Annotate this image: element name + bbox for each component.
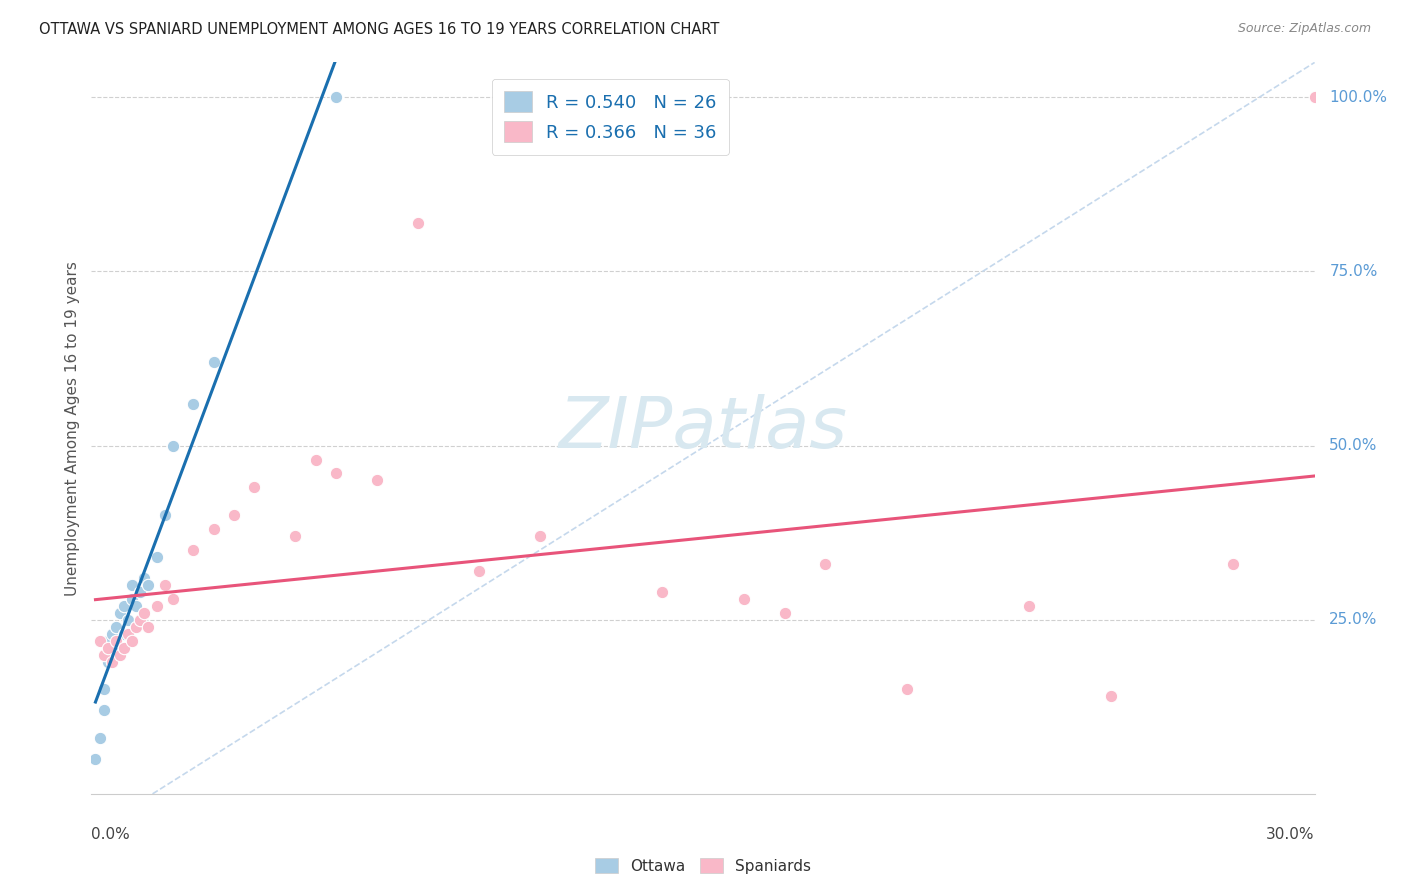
Point xyxy=(467,564,491,578)
Point xyxy=(129,585,152,599)
Point xyxy=(93,648,115,662)
Point xyxy=(121,578,143,592)
Point xyxy=(1222,557,1244,571)
Point xyxy=(1099,690,1122,704)
Point xyxy=(134,571,156,585)
Point xyxy=(1018,599,1040,613)
Point xyxy=(121,633,143,648)
Point xyxy=(153,508,176,523)
Point xyxy=(97,655,120,669)
Point xyxy=(101,655,124,669)
Text: OTTAWA VS SPANIARD UNEMPLOYMENT AMONG AGES 16 TO 19 YEARS CORRELATION CHART: OTTAWA VS SPANIARD UNEMPLOYMENT AMONG AG… xyxy=(39,22,720,37)
Point xyxy=(183,397,205,411)
Point xyxy=(112,599,135,613)
Point xyxy=(129,613,152,627)
Point xyxy=(112,626,135,640)
Point xyxy=(125,599,148,613)
Point xyxy=(1303,90,1326,104)
Text: 30.0%: 30.0% xyxy=(1267,827,1315,842)
Point xyxy=(125,620,148,634)
Point xyxy=(138,620,160,634)
Point xyxy=(202,355,225,369)
Point xyxy=(325,467,347,481)
Point xyxy=(325,90,347,104)
Point xyxy=(138,578,160,592)
Point xyxy=(145,549,167,564)
Point xyxy=(243,480,266,494)
Point xyxy=(89,633,111,648)
Text: 25.0%: 25.0% xyxy=(1329,612,1378,627)
Point xyxy=(304,452,326,467)
Point xyxy=(93,703,115,717)
Point xyxy=(117,626,139,640)
Point xyxy=(896,682,918,697)
Text: 0.0%: 0.0% xyxy=(91,827,131,842)
Text: ZIPatlas: ZIPatlas xyxy=(558,393,848,463)
Point xyxy=(733,591,755,606)
Point xyxy=(104,633,127,648)
Point xyxy=(84,752,107,766)
Text: 50.0%: 50.0% xyxy=(1329,438,1378,453)
Text: Source: ZipAtlas.com: Source: ZipAtlas.com xyxy=(1237,22,1371,36)
Point xyxy=(93,682,115,697)
Point xyxy=(222,508,246,523)
Point xyxy=(134,606,156,620)
Point xyxy=(108,648,131,662)
Point xyxy=(529,529,551,543)
Point xyxy=(89,731,111,746)
Point xyxy=(145,599,167,613)
Point xyxy=(202,522,225,536)
Legend: Ottawa, Spaniards: Ottawa, Spaniards xyxy=(589,852,817,880)
Point xyxy=(101,626,124,640)
Point xyxy=(108,606,131,620)
Point xyxy=(97,640,120,655)
Point xyxy=(101,648,124,662)
Point xyxy=(651,585,673,599)
Point xyxy=(117,613,139,627)
Point xyxy=(773,606,796,620)
Point xyxy=(121,591,143,606)
Point xyxy=(814,557,837,571)
Text: 100.0%: 100.0% xyxy=(1329,90,1388,104)
Point xyxy=(284,529,307,543)
Point xyxy=(183,543,205,558)
Y-axis label: Unemployment Among Ages 16 to 19 years: Unemployment Among Ages 16 to 19 years xyxy=(65,260,80,596)
Point xyxy=(162,591,184,606)
Point xyxy=(366,474,388,488)
Point xyxy=(112,640,135,655)
Point xyxy=(97,633,120,648)
Point xyxy=(162,439,184,453)
Point xyxy=(153,578,176,592)
Point xyxy=(104,640,127,655)
Legend: R = 0.540   N = 26, R = 0.366   N = 36: R = 0.540 N = 26, R = 0.366 N = 36 xyxy=(492,78,730,155)
Text: 75.0%: 75.0% xyxy=(1329,264,1378,279)
Point xyxy=(104,620,127,634)
Point xyxy=(406,216,429,230)
